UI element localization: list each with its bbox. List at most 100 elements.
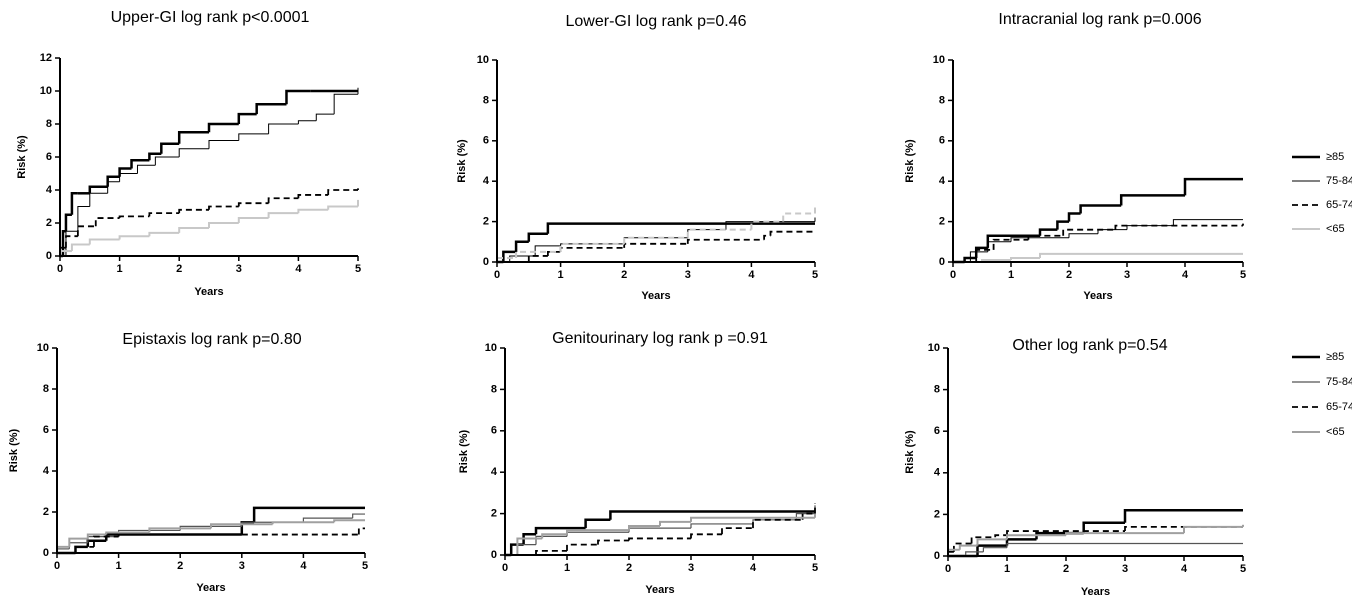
x-axis-label: Years: [1081, 586, 1110, 598]
x-tick-label: 3: [1124, 269, 1130, 281]
curve-step: [86, 533, 107, 539]
curve-step: [628, 525, 660, 531]
legend-label: <65: [1326, 223, 1345, 235]
curve-step: [208, 140, 239, 149]
curve-step: [1183, 177, 1243, 196]
panel-title: Intracranial log rank p=0.006: [998, 11, 1201, 28]
y-tick-label: 4: [483, 175, 490, 187]
x-axis-label: Years: [645, 584, 674, 596]
axes: [59, 58, 358, 257]
curve-step: [690, 516, 815, 522]
x-tick-label: 4: [1182, 269, 1189, 281]
curve-step: [237, 217, 269, 223]
y-tick-label: 0: [939, 256, 945, 268]
panel: Other log rank p=0.54 0 2 4 6 8 10 0 1 2 3 4 5 Years R…: [904, 337, 1352, 598]
curve-step: [969, 251, 988, 262]
curve-step: [1082, 521, 1125, 534]
curve-step: [268, 123, 299, 134]
y-tick-label: 10: [928, 342, 940, 354]
curve-step: [559, 246, 625, 252]
y-tick-label: 4: [43, 465, 50, 477]
y-tick-label: 2: [483, 216, 489, 228]
x-tick-label: 5: [355, 263, 361, 275]
y-axis-label: Risk (%): [904, 139, 916, 183]
curve-step: [333, 519, 365, 523]
curve-step: [105, 531, 150, 535]
curve-step: [208, 205, 239, 210]
curve-step: [509, 255, 536, 262]
x-tick-label: 1: [1008, 269, 1014, 281]
x-tick-label: 5: [812, 562, 818, 574]
curve-step: [88, 238, 120, 245]
curve-step: [782, 212, 815, 222]
panel-title: Other log rank p=0.54: [1012, 337, 1167, 354]
x-tick-label: 3: [236, 263, 242, 275]
curve-step: [297, 120, 317, 124]
y-tick-label: 2: [939, 216, 945, 228]
x-tick-label: 5: [1240, 563, 1246, 575]
curve-step: [118, 235, 150, 240]
curve-step: [975, 248, 994, 262]
y-tick-label: 0: [46, 250, 52, 262]
curve-step: [70, 192, 78, 215]
curve-step: [333, 93, 358, 115]
x-tick-label: 2: [626, 562, 632, 574]
panel: Epistaxis log rank p=0.80 0 2 4 6 8 10 0 1 2 3 4 5 Ye…: [8, 331, 368, 594]
curve-step: [566, 543, 598, 551]
x-tick-label: 3: [1122, 563, 1128, 575]
curve-step: [546, 251, 561, 256]
curve-step: [559, 242, 625, 252]
x-tick-label: 0: [502, 562, 508, 574]
curve-step: [516, 544, 536, 555]
curve-step: [535, 535, 567, 545]
curve-step: [1079, 204, 1122, 214]
curve-step: [148, 212, 180, 217]
curve-step: [659, 520, 691, 527]
curve-step: [327, 189, 358, 195]
curve-step: [516, 537, 543, 555]
y-tick-label: 10: [485, 342, 497, 354]
panel-title: Epistaxis log rank p=0.80: [122, 331, 301, 348]
y-tick-label: 4: [934, 467, 941, 479]
curve-step: [255, 102, 287, 115]
curve-step: [297, 208, 329, 214]
curve-step: [763, 234, 771, 240]
curve-step: [687, 229, 726, 238]
curve-step: [177, 131, 209, 144]
curve-step: [315, 113, 335, 121]
curve-step: [352, 513, 365, 519]
y-axis-label: Risk (%): [904, 430, 916, 474]
curve-step: [623, 236, 688, 244]
curve-step: [958, 544, 978, 550]
y-tick-label: 4: [46, 184, 53, 196]
curve-step: [795, 513, 815, 520]
curve-step: [327, 205, 358, 210]
y-tick-label: 8: [491, 383, 497, 395]
y-tick-label: 8: [934, 384, 940, 396]
curve-step: [267, 197, 299, 204]
curve-step: [119, 173, 138, 182]
y-tick-label: 6: [491, 425, 497, 437]
curve-step: [566, 529, 629, 535]
curve-step: [686, 228, 752, 238]
x-axis-label: Years: [641, 290, 670, 302]
y-tick-label: 4: [939, 175, 946, 187]
curve-step: [982, 547, 1007, 552]
curve-step: [527, 255, 548, 262]
curve-step: [64, 213, 72, 232]
axes: [496, 60, 815, 263]
axes: [56, 348, 365, 554]
curve-step: [285, 89, 311, 105]
y-tick-label: 10: [37, 342, 49, 354]
curve-step: [1119, 194, 1185, 206]
curve-step: [1065, 532, 1184, 536]
x-tick-label: 4: [750, 562, 757, 574]
curve-step: [1006, 534, 1066, 540]
curve-step: [690, 523, 753, 529]
curve-step: [584, 518, 611, 529]
curve-step: [541, 533, 567, 539]
legend-label: ≥85: [1326, 351, 1344, 363]
curve-step: [107, 181, 120, 194]
panel-title: Upper-GI log rank p<0.0001: [111, 9, 310, 26]
